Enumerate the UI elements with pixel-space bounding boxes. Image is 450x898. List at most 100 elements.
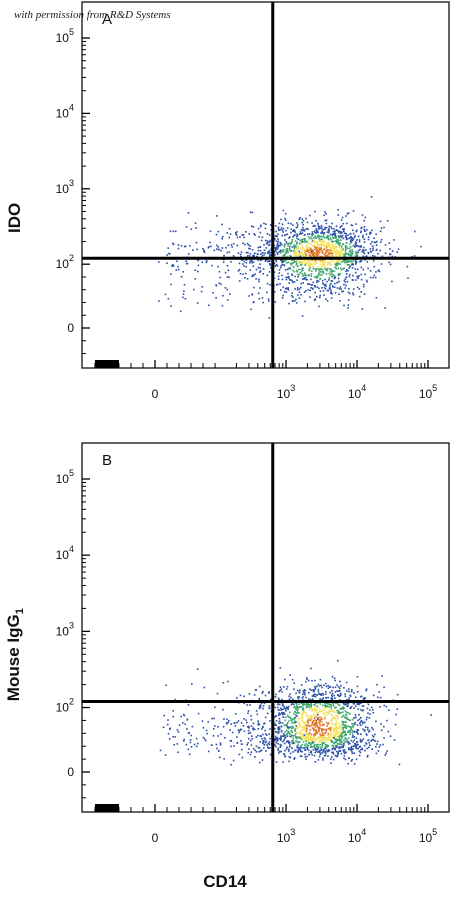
event-dot <box>342 726 344 729</box>
event-dot <box>345 273 348 275</box>
event-dot <box>282 740 284 743</box>
event-dot <box>332 747 335 749</box>
event-dot <box>380 723 382 725</box>
event-dot <box>232 255 235 257</box>
event-dot <box>245 719 247 721</box>
event-dot <box>310 263 312 266</box>
event-dot <box>317 280 320 283</box>
event-dot <box>321 264 324 267</box>
event-dot <box>286 242 288 245</box>
event-dot <box>236 721 238 724</box>
event-dot <box>286 746 288 749</box>
event-dot <box>288 698 291 700</box>
event-dot <box>294 716 296 719</box>
event-dot <box>328 261 331 264</box>
event-dot <box>317 727 320 729</box>
event-dot <box>277 706 279 709</box>
event-dot <box>315 232 317 234</box>
event-dot <box>339 253 342 256</box>
event-dot <box>282 209 285 212</box>
event-dot <box>339 286 342 288</box>
event-dot <box>323 754 326 757</box>
event-dot <box>298 721 300 723</box>
event-dot <box>335 724 337 726</box>
event-dot <box>334 291 337 294</box>
event-dot <box>312 709 315 711</box>
event-dot <box>238 280 241 282</box>
event-dot <box>328 279 330 281</box>
event-dot <box>279 743 281 746</box>
event-dot <box>321 730 323 733</box>
event-dot <box>338 746 340 748</box>
event-dot <box>355 261 358 263</box>
event-dot <box>266 291 268 294</box>
event-dot <box>341 706 344 709</box>
event-dot <box>314 231 316 234</box>
event-dot <box>246 721 248 724</box>
event-dot <box>276 703 279 706</box>
event-dot <box>177 731 180 733</box>
event-dot <box>296 224 299 226</box>
event-dot <box>346 253 348 255</box>
event-dot <box>305 733 307 735</box>
event-dot <box>222 682 225 684</box>
event-dot <box>369 233 371 235</box>
event-dot <box>311 721 314 723</box>
event-dot <box>346 247 349 249</box>
event-dot <box>414 230 416 233</box>
event-dot <box>251 259 253 262</box>
event-dot <box>362 728 364 731</box>
event-dot <box>337 743 339 745</box>
event-dot <box>281 234 283 237</box>
event-dot <box>321 259 324 262</box>
event-dot <box>311 241 313 243</box>
y-tick-label: 104 <box>56 544 74 562</box>
event-dot <box>341 249 344 252</box>
event-dot <box>348 254 350 256</box>
event-dot <box>264 729 266 732</box>
event-dot <box>293 713 295 715</box>
event-dot <box>245 231 247 233</box>
event-dot <box>313 736 316 739</box>
event-dot <box>328 253 331 256</box>
event-dot <box>243 265 245 267</box>
event-dot <box>357 249 360 252</box>
event-dot <box>281 229 284 231</box>
event-dot <box>333 245 335 248</box>
event-dot <box>278 272 281 274</box>
event-dot <box>367 236 370 238</box>
event-dot <box>300 293 302 296</box>
event-dot <box>259 761 261 764</box>
event-dot <box>279 746 281 748</box>
event-dot <box>333 737 335 739</box>
event-dot <box>315 702 317 705</box>
event-dot <box>316 276 319 278</box>
event-dot <box>326 300 329 302</box>
event-dot <box>343 260 345 263</box>
event-dot <box>321 228 323 230</box>
event-dot <box>345 726 347 729</box>
event-dot <box>296 262 298 265</box>
event-dot <box>305 712 307 714</box>
event-dot <box>225 246 227 249</box>
event-dot <box>221 247 224 249</box>
event-dot <box>227 721 229 724</box>
event-dot <box>299 755 302 757</box>
event-dot <box>300 282 302 285</box>
event-dot <box>348 267 350 269</box>
event-dot <box>262 273 265 275</box>
event-dot <box>345 276 347 278</box>
event-dot <box>296 271 299 273</box>
event-dot <box>314 235 316 238</box>
event-dot <box>302 275 304 277</box>
event-dot <box>302 699 304 701</box>
event-dot <box>301 247 304 250</box>
y-axis-label-b: Mouse IgG1 <box>3 608 27 702</box>
event-dot <box>300 228 303 231</box>
event-dot <box>365 249 367 251</box>
event-dot <box>328 225 330 228</box>
event-dot <box>252 301 255 304</box>
event-dot <box>337 739 340 742</box>
event-dot <box>406 265 409 268</box>
event-dot <box>367 754 369 757</box>
